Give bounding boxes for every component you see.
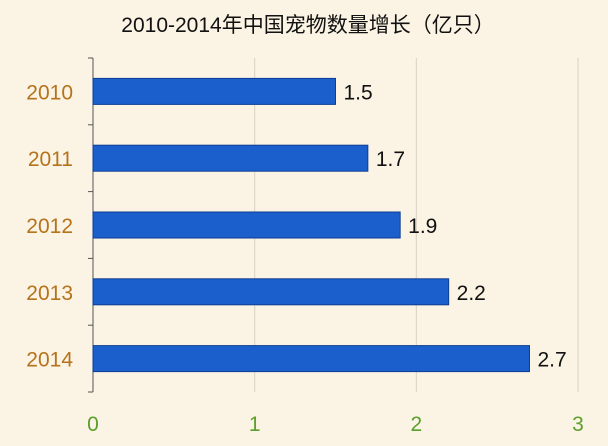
data-label-2010: 1.5 — [344, 81, 373, 104]
x-tick-labels: 0 1 2 3 — [87, 413, 584, 436]
data-label-2014: 2.7 — [538, 349, 567, 372]
data-labels: 1.5 1.7 1.9 2.2 2.7 — [344, 81, 567, 371]
category-label-2012: 2012 — [26, 215, 73, 238]
data-label-2011: 1.7 — [376, 148, 405, 171]
bar-2013 — [92, 278, 450, 306]
bar-2012 — [92, 211, 401, 239]
category-label-2013: 2013 — [26, 282, 73, 305]
bar-2010 — [92, 77, 336, 105]
bar-2011 — [92, 144, 369, 172]
bars — [92, 77, 530, 373]
bar-2014 — [92, 345, 530, 373]
x-tick-label: 2 — [410, 413, 422, 436]
chart-title: 2010-2014年中国宠物数量增长（亿只） — [121, 14, 494, 37]
data-label-2013: 2.2 — [457, 282, 486, 305]
x-tick-label: 3 — [572, 413, 584, 436]
x-tick-label: 1 — [249, 413, 261, 436]
category-label-2014: 2014 — [26, 349, 73, 372]
y-axis — [88, 57, 94, 393]
category-label-2011: 2011 — [28, 148, 73, 171]
data-label-2012: 1.9 — [408, 215, 437, 238]
category-labels: 2010 2011 2012 2013 2014 — [26, 81, 73, 371]
category-label-2010: 2010 — [26, 81, 73, 104]
x-tick-label: 0 — [87, 413, 99, 436]
